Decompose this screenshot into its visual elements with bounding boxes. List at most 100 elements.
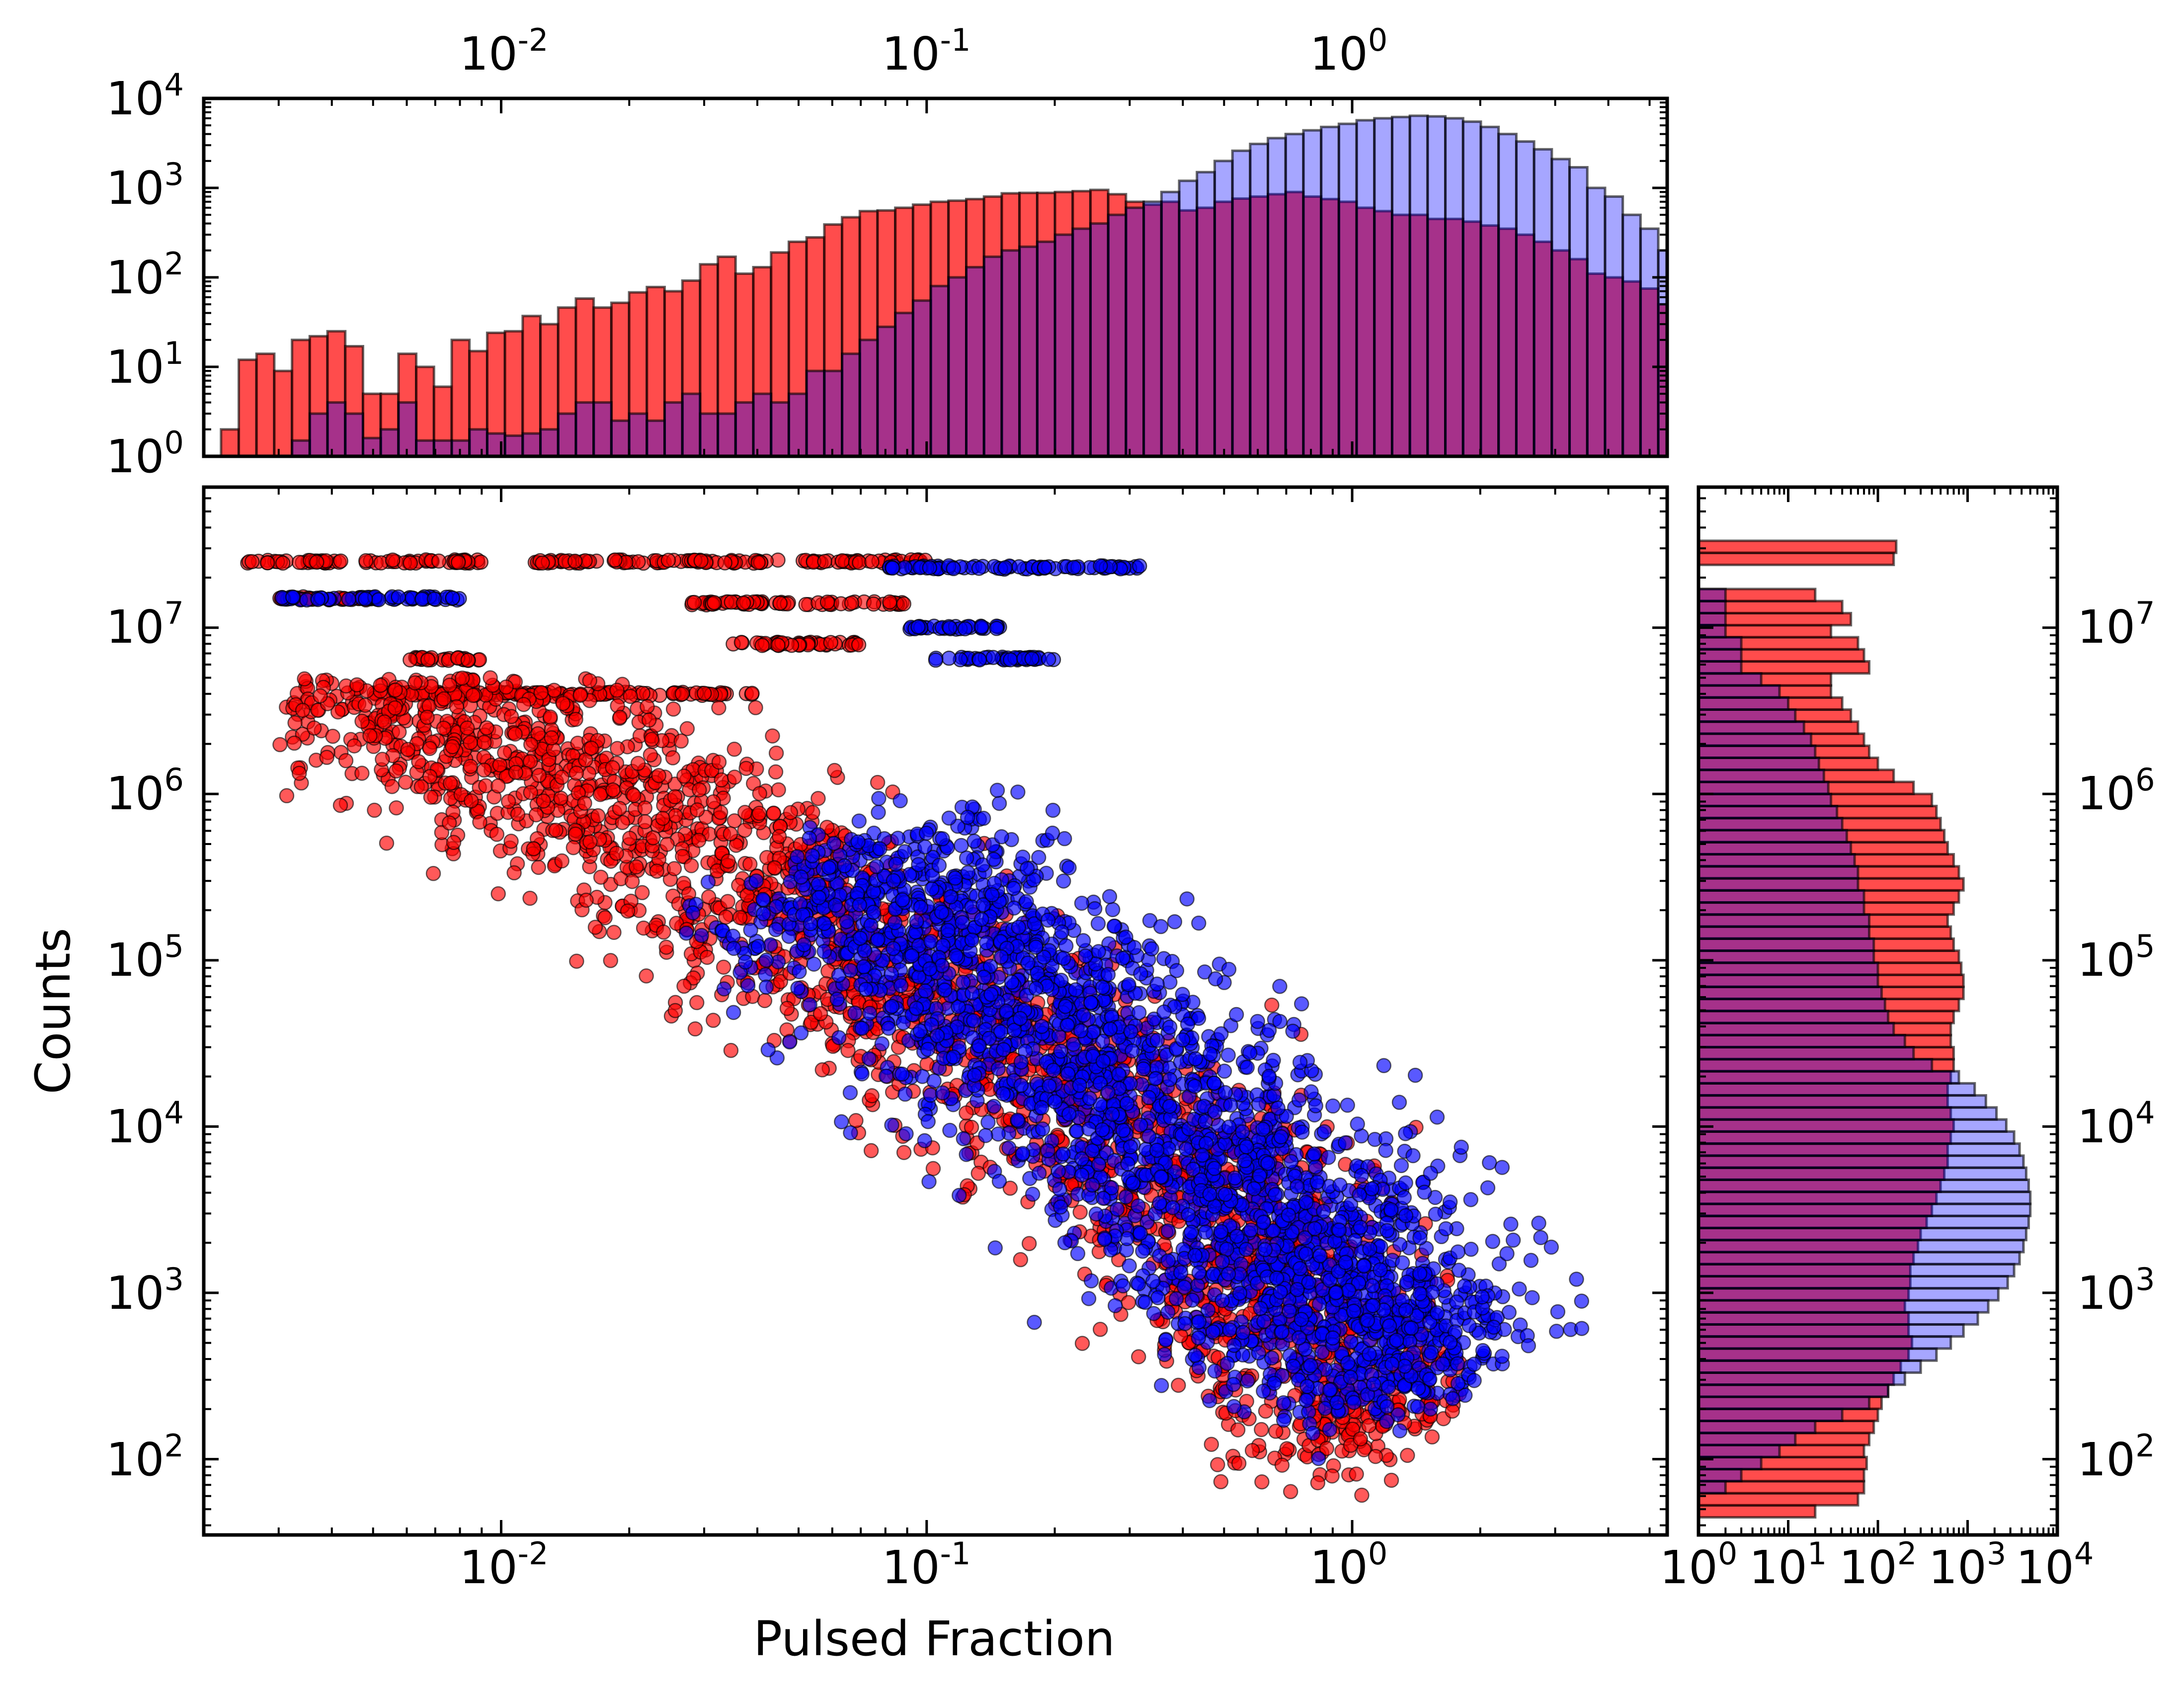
scatter-point (403, 652, 418, 668)
scatter-point (991, 795, 1007, 811)
scatter-point (707, 595, 722, 610)
scatter-point (847, 1005, 863, 1021)
scatter-point (373, 678, 388, 693)
scatter-point (711, 700, 727, 716)
scatter-point (1222, 1322, 1237, 1338)
scatter-point (554, 853, 569, 869)
scatter-point (1244, 1442, 1260, 1458)
scatter-point (1024, 651, 1040, 667)
scatter-point (1294, 996, 1309, 1012)
scatter-point (367, 802, 382, 818)
scatter-point (1254, 1474, 1270, 1490)
scatter-point (967, 834, 982, 849)
scatter-point (816, 943, 832, 959)
scatter-point (503, 834, 519, 849)
scatter-point (473, 554, 489, 570)
scatter-point (1131, 1349, 1146, 1364)
scatter-point (790, 980, 806, 996)
scatter-point (771, 829, 787, 845)
scatter-point (531, 859, 546, 875)
scatter-point (569, 953, 584, 969)
scatter-point (460, 720, 475, 736)
scatter-point (568, 765, 584, 781)
scatter-point (272, 737, 288, 753)
scatter-point (757, 993, 773, 1009)
scatter-point (701, 889, 717, 905)
scatter-point (508, 764, 524, 780)
scatter-point (851, 637, 867, 653)
scatter-point (1405, 1148, 1421, 1164)
scatter-point (1090, 916, 1106, 932)
scatter-point (1512, 1281, 1527, 1297)
scatter-point (1001, 1140, 1017, 1156)
scatter-point (641, 712, 657, 728)
scatter-point (751, 805, 767, 821)
scatter-point (748, 700, 763, 715)
scatter-point (445, 590, 461, 606)
scatter-point (1451, 1263, 1467, 1278)
scatter-point (851, 813, 867, 829)
scatter-point (959, 1105, 974, 1121)
scatter-point (878, 1068, 894, 1084)
scatter-point (951, 1188, 967, 1203)
scatter-point (1204, 1437, 1219, 1452)
scatter-point (464, 793, 479, 809)
scatter-point (1066, 560, 1082, 575)
scatter-point (1531, 1215, 1546, 1231)
scatter-point (419, 709, 435, 725)
scatter-point (1569, 1272, 1584, 1287)
scatter-point (765, 728, 780, 744)
scatter-point (1316, 1124, 1332, 1140)
scatter-point (1118, 1189, 1134, 1205)
scatter-point (1354, 1168, 1370, 1184)
scatter-point (668, 808, 683, 824)
scatter-point (307, 720, 322, 736)
scatter-point (1226, 1399, 1242, 1414)
scatter-point (636, 920, 651, 936)
scatter-point (244, 554, 260, 570)
scatter-point (974, 619, 989, 635)
scatter-point (823, 635, 839, 650)
scatter-point (693, 553, 709, 569)
scatter-point (451, 555, 466, 570)
scatter-point (831, 1030, 847, 1045)
scatter-point (392, 724, 407, 740)
scatter-point (738, 761, 754, 776)
scatter-point (490, 886, 506, 902)
scatter-point (1412, 1230, 1428, 1246)
scatter-point (737, 823, 752, 838)
scatter-point (678, 926, 694, 941)
scatter-point (896, 1145, 912, 1160)
scatter-point (1438, 1221, 1454, 1237)
scatter-point (1424, 1429, 1440, 1445)
scatter-point (1550, 1304, 1566, 1320)
scatter-point (723, 826, 738, 842)
scatter-point (1183, 1224, 1199, 1240)
scatter-point (425, 866, 441, 881)
scatter-point (1074, 1336, 1090, 1351)
scatter-point (1221, 961, 1237, 977)
scatter-point (1198, 1224, 1213, 1240)
scatter-point (490, 778, 506, 794)
scatter-point (700, 874, 716, 890)
scatter-point (768, 764, 784, 780)
scatter-point (683, 858, 699, 873)
scatter-point (829, 992, 845, 1007)
scatter-point (522, 890, 538, 906)
scatter-point (1485, 1234, 1501, 1249)
scatter-point (1376, 1058, 1392, 1074)
scatter-point (1045, 802, 1061, 818)
scatter-point (766, 805, 782, 821)
scatter-point (1283, 1484, 1298, 1500)
scatter-point (526, 841, 542, 856)
scatter-point (686, 594, 702, 610)
scatter-point (479, 720, 494, 736)
scatter-point (1162, 1019, 1178, 1035)
scatter-point (659, 837, 675, 852)
scatter-point (1053, 1199, 1068, 1215)
scatter-point (864, 554, 880, 570)
scatter-point (1057, 1235, 1073, 1251)
scatter-point (1160, 1304, 1176, 1320)
scatter-point (810, 791, 826, 806)
scatter-point (814, 1062, 830, 1078)
